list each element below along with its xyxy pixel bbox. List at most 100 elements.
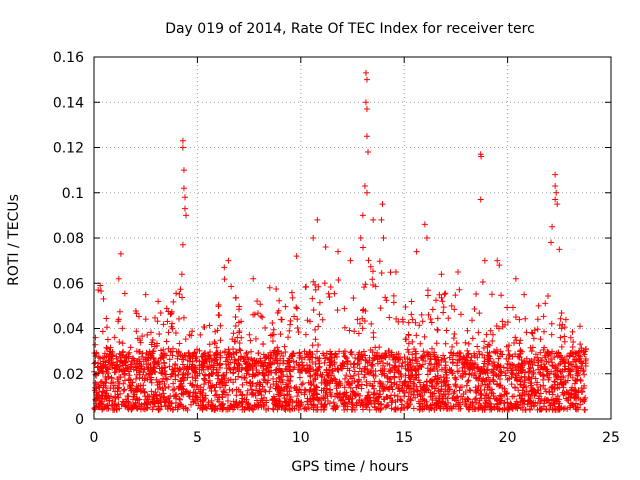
data-point bbox=[442, 401, 449, 408]
data-point bbox=[117, 390, 124, 397]
data-point bbox=[139, 333, 146, 340]
data-point bbox=[238, 318, 245, 325]
data-point bbox=[126, 372, 133, 379]
data-point bbox=[99, 388, 106, 395]
data-point bbox=[243, 349, 250, 356]
data-point bbox=[230, 346, 237, 353]
data-point bbox=[298, 356, 305, 363]
data-point bbox=[145, 357, 152, 364]
data-point bbox=[541, 400, 548, 407]
data-point bbox=[529, 344, 536, 351]
data-point bbox=[272, 402, 279, 409]
data-point bbox=[229, 387, 236, 394]
data-point bbox=[405, 340, 412, 347]
data-point bbox=[110, 379, 117, 386]
data-point bbox=[145, 393, 152, 400]
data-point bbox=[441, 355, 448, 362]
data-point bbox=[149, 339, 156, 346]
peak-point bbox=[363, 76, 370, 83]
data-point bbox=[445, 391, 452, 398]
data-point bbox=[419, 353, 426, 360]
data-point bbox=[464, 395, 471, 402]
data-point bbox=[483, 397, 490, 404]
data-point bbox=[155, 379, 162, 386]
data-point bbox=[366, 399, 373, 406]
data-point bbox=[100, 382, 107, 389]
data-point bbox=[446, 354, 453, 361]
data-point bbox=[241, 406, 248, 413]
data-point bbox=[233, 401, 240, 408]
data-point bbox=[176, 290, 183, 297]
data-point bbox=[561, 324, 568, 331]
data-point bbox=[189, 358, 196, 365]
data-point bbox=[360, 348, 367, 355]
data-point bbox=[128, 364, 135, 371]
data-point bbox=[332, 350, 339, 357]
data-point bbox=[511, 362, 518, 369]
data-point bbox=[451, 306, 458, 313]
data-point bbox=[392, 359, 399, 366]
data-point bbox=[168, 371, 175, 378]
data-point bbox=[298, 381, 305, 388]
data-point bbox=[269, 338, 276, 345]
data-point bbox=[528, 329, 535, 336]
data-point bbox=[376, 393, 383, 400]
data-point bbox=[551, 378, 558, 385]
data-point bbox=[509, 304, 516, 311]
data-point bbox=[484, 361, 491, 368]
data-point bbox=[450, 335, 457, 342]
data-point bbox=[370, 372, 377, 379]
data-point bbox=[267, 332, 274, 339]
data-point bbox=[301, 391, 308, 398]
data-point bbox=[407, 360, 414, 367]
y-tick-label: 0.14 bbox=[53, 95, 84, 111]
data-point bbox=[356, 396, 363, 403]
data-point bbox=[390, 292, 397, 299]
data-point bbox=[148, 388, 155, 395]
data-point bbox=[169, 352, 176, 359]
data-point bbox=[95, 383, 102, 390]
data-point bbox=[556, 396, 563, 403]
data-point bbox=[482, 403, 489, 410]
data-point bbox=[534, 379, 541, 386]
data-point bbox=[382, 350, 389, 357]
data-point bbox=[359, 402, 366, 409]
data-point bbox=[253, 403, 260, 410]
data-point bbox=[387, 395, 394, 402]
data-point bbox=[530, 335, 537, 342]
data-point bbox=[106, 397, 113, 404]
data-point bbox=[423, 378, 430, 385]
data-point bbox=[438, 294, 445, 301]
data-point bbox=[483, 391, 490, 398]
data-point bbox=[170, 298, 177, 305]
data-point bbox=[286, 388, 293, 395]
data-point bbox=[485, 352, 492, 359]
data-point bbox=[384, 394, 391, 401]
data-point bbox=[148, 374, 155, 381]
data-point bbox=[418, 311, 425, 318]
data-point bbox=[232, 349, 239, 356]
data-point bbox=[557, 315, 564, 322]
data-point bbox=[362, 307, 369, 314]
data-point bbox=[581, 371, 588, 378]
data-point bbox=[280, 371, 287, 378]
data-point bbox=[413, 332, 420, 339]
data-point bbox=[156, 330, 163, 337]
data-point bbox=[366, 406, 373, 413]
data-point bbox=[465, 404, 472, 411]
data-point bbox=[443, 327, 450, 334]
data-point bbox=[542, 300, 549, 307]
data-point bbox=[449, 359, 456, 366]
data-point bbox=[253, 397, 260, 404]
data-point bbox=[544, 372, 551, 379]
data-point bbox=[182, 336, 189, 343]
data-point bbox=[262, 324, 269, 331]
data-point bbox=[485, 341, 492, 348]
data-point bbox=[107, 351, 114, 358]
data-point bbox=[558, 379, 565, 386]
data-point bbox=[102, 379, 109, 386]
peak-point bbox=[362, 69, 369, 76]
data-point bbox=[203, 405, 210, 412]
data-point bbox=[480, 345, 487, 352]
data-point bbox=[312, 281, 319, 288]
